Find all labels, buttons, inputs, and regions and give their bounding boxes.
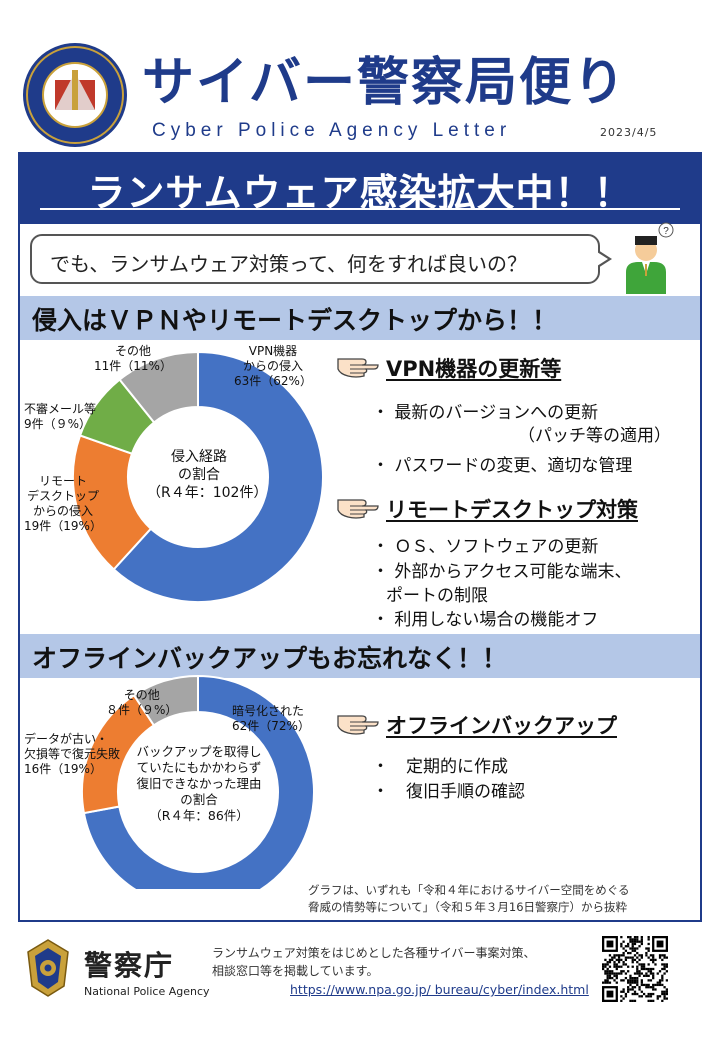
source-note: グラフは、いずれも「令和４年におけるサイバー空間をめぐる 脅威の情勢等について」…	[308, 883, 630, 914]
action-item: ・ 外部からアクセス可能な端末、	[372, 562, 632, 582]
agency-name-english: National Police Agency	[84, 985, 210, 998]
action-item: ・ 最新のバージョンへの更新	[372, 403, 599, 423]
headline-underline	[40, 208, 680, 210]
intrusion-donut	[72, 350, 324, 603]
qr-code-icon[interactable]	[602, 936, 668, 1002]
slice-vpn	[112, 350, 324, 603]
slice-label-email: 不審メール等 9件（９%）	[24, 402, 97, 431]
cyber-affairs-bureau-emblem	[23, 43, 127, 147]
npa-emblem-icon	[27, 939, 69, 997]
pointing-hand-icon	[337, 358, 379, 378]
pointing-hand-icon	[337, 715, 379, 735]
action-item: ・ ＯＳ、ソフトウェアの更新	[372, 537, 599, 557]
headline-text: ランサムウェア感染拡大中！！	[87, 171, 633, 215]
section-heading-backup: オフラインバックアップもお忘れなく！！	[20, 634, 700, 678]
slice-label-other: その他 11件（11%）	[94, 344, 172, 373]
svg-text:?: ?	[663, 226, 669, 237]
section-heading-text: 侵入はＶＰＮやリモートデスクトップから！！	[32, 306, 558, 335]
section-heading-intrusion: 侵入はＶＰＮやリモートデスクトップから！！	[20, 296, 700, 340]
action-item: ・ 定期的に作成	[372, 757, 508, 777]
slice-label-old-data: データが古い・ 欠損等で復元失敗 16件（19%）	[24, 732, 121, 776]
agency-name: 警察庁	[84, 949, 175, 982]
cyber-bureau-link[interactable]: https://www.npa.go.jp/ bureau/cyber/inde…	[290, 982, 589, 997]
chart-center-label: 侵入経路 の割合 （R４年：102件）	[147, 449, 268, 501]
action-item: ポートの制限	[386, 586, 488, 606]
slice-other	[118, 350, 199, 424]
action-title-remote-desktop: リモートデスクトップ対策	[386, 498, 638, 522]
action-item: ・ パスワードの変更、適切な管理	[372, 456, 633, 476]
page-title: サイバー警察局便り	[142, 53, 627, 113]
person-illustration: ?	[626, 222, 674, 294]
question-text: でも、ランサムウェア対策って、何をすれば良いの？	[50, 252, 527, 276]
slice-label-other: その他 ８件（９%）	[106, 688, 178, 717]
chart-center-label: バックアップを取得し ていたにもかかわらず 復旧できなかった理由 の割合 （R４…	[136, 744, 262, 823]
action-item: ・ 利用しない場合の機能オフ	[372, 610, 599, 630]
slice-label-remote-desktop: リモート デスクトップ からの侵入 19件（19%）	[24, 474, 102, 533]
footer-description: ランサムウェア対策をはじめとした各種サイバー事案対策、 相談窓口等を掲載していま…	[212, 946, 536, 978]
issue-date: 2023/4/5	[600, 126, 658, 139]
action-item: ・ 復旧手順の確認	[372, 782, 525, 802]
slice-label-encrypted: 暗号化された 62件（72%）	[232, 704, 310, 733]
intrusion-route-chart: 侵入経路 の割合 （R４年：102件） VPN機器 からの侵入 63件（62%）…	[20, 340, 340, 610]
action-title-offline-backup: オフラインバックアップ	[386, 714, 617, 738]
headline-banner: ランサムウェア感染拡大中！！	[20, 154, 700, 224]
question-bubble: でも、ランサムウェア対策って、何をすれば良いの？	[30, 234, 612, 284]
pointing-hand-icon	[337, 499, 379, 519]
main-frame: ランサムウェア感染拡大中！！ でも、ランサムウェア対策って、何をすれば良いの？ …	[18, 152, 702, 922]
action-item: （パッチ等の適用）	[518, 426, 671, 446]
page-subtitle: Cyber Police Agency Letter	[152, 120, 512, 141]
slice-other	[132, 674, 199, 727]
action-title-vpn: VPN機器の更新等	[386, 357, 562, 381]
slice-encrypted	[82, 674, 315, 889]
backup-donut	[81, 674, 315, 889]
backup-failure-chart: バックアップを取得し ていたにもかかわらず 復旧できなかった理由 の割合 （R４…	[20, 674, 340, 889]
slice-label-vpn: VPN機器 からの侵入 63件（62%）	[234, 344, 312, 388]
section-heading-text: オフラインバックアップもお忘れなく！！	[32, 644, 508, 673]
